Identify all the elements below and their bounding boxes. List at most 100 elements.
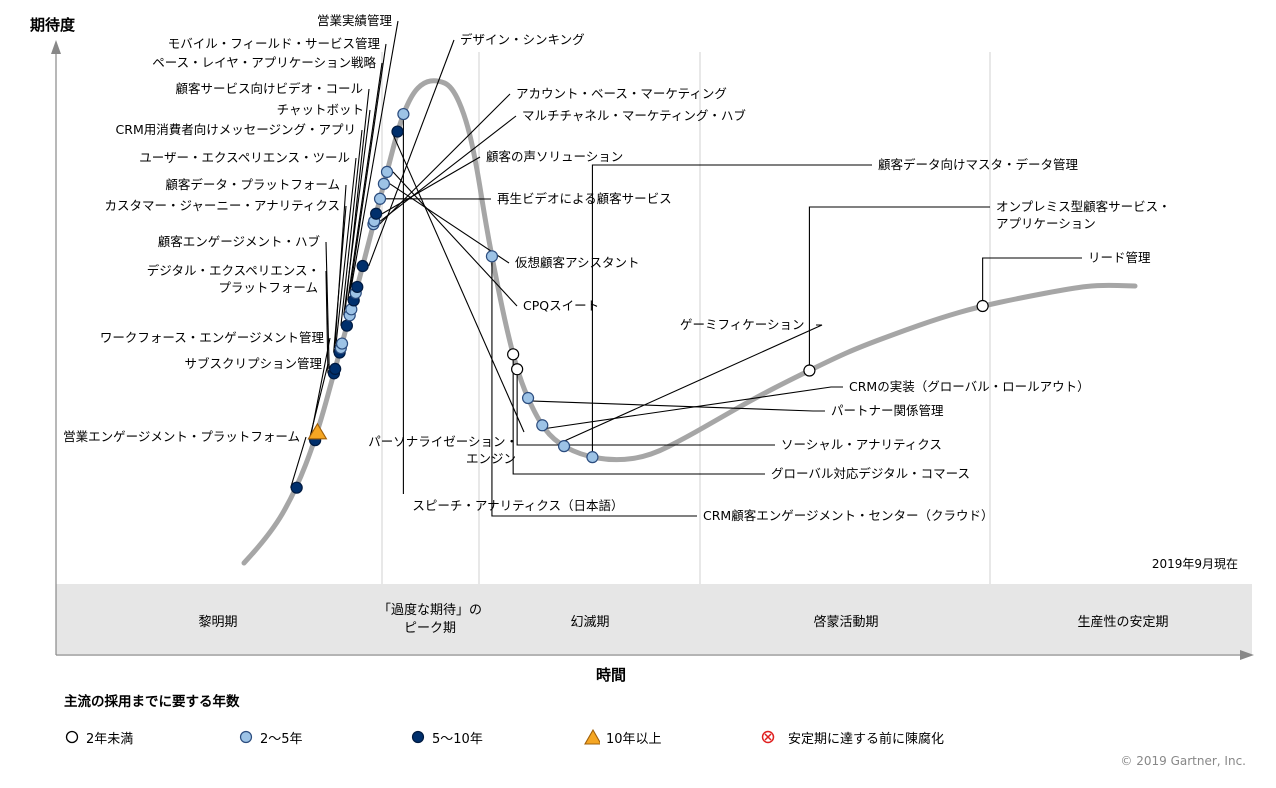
technology-label: リード管理	[1088, 250, 1151, 265]
technology-label: 顧客データ・プラットフォーム	[165, 177, 340, 192]
technology-label: パートナー関係管理	[831, 403, 944, 418]
leader-line	[563, 324, 823, 442]
phase-label: 生産性の安定期	[1077, 614, 1168, 630]
technology-marker	[290, 481, 303, 494]
leader-line	[340, 129, 363, 326]
technology-marker	[976, 299, 989, 313]
technology-marker	[329, 362, 342, 376]
technology-marker	[351, 280, 364, 294]
leader-line	[491, 262, 697, 517]
leader-line	[349, 43, 387, 294]
light-blue-circle-icon	[239, 730, 253, 744]
technology-label: サブスクリプション管理	[184, 356, 322, 371]
y-axis-label: 期待度	[30, 16, 76, 34]
leader-line	[533, 400, 825, 412]
technology-label: CRMの実装（グローバル・ロールアウト）	[849, 379, 1090, 394]
open-circle-icon	[65, 730, 79, 744]
technology-marker	[340, 319, 353, 332]
legend-label-5to10: 5～10年	[432, 731, 483, 747]
technology-label: オンプレミス型顧客サービス・	[996, 199, 1171, 214]
technology-label: 顧客の声ソリューション	[486, 149, 623, 164]
technology-label: ワークフォース・エンゲージメント管理	[100, 330, 325, 345]
technology-label: CRM顧客エンゲージメント・センター（クラウド）	[703, 508, 993, 523]
orange-triangle-icon	[584, 729, 600, 745]
leader-line	[368, 39, 455, 267]
legend-item-gt10: 10年以上	[584, 728, 662, 747]
technology-marker	[521, 391, 535, 405]
leader-line	[982, 257, 1082, 301]
leader-line	[389, 183, 510, 264]
legend: 主流の採用までに要する年数 2年未満 2～5年 5～10年 10年以上 安定期に…	[64, 686, 1064, 756]
leader-line	[516, 375, 775, 446]
leader-line	[325, 270, 329, 374]
technology-marker	[557, 440, 571, 453]
technology-marker	[307, 422, 328, 440]
legend-item-lt2: 2年未満	[64, 728, 134, 747]
legend-label-lt2: 2年未満	[86, 731, 134, 747]
leader-line	[392, 135, 525, 433]
technology-marker	[391, 125, 404, 138]
technology-label: 営業実績管理	[317, 13, 393, 28]
leader-line	[379, 115, 517, 222]
technology-marker	[803, 364, 816, 377]
legend-label-obsolete: 安定期に達する前に陳腐化	[788, 731, 945, 747]
legend-item-5to10: 5～10年	[410, 728, 483, 747]
technology-marker	[397, 107, 410, 121]
x-axis-label: 時間	[596, 666, 626, 684]
technology-marker	[485, 250, 499, 263]
leader-line	[512, 360, 765, 475]
phase-label: 幻滅期	[570, 615, 609, 630]
technology-label: 再生ビデオによる顧客サービス	[497, 191, 672, 206]
technology-label: ユーザー・エクスペリエンス・ツール	[139, 150, 350, 165]
technology-label: デジタル・エクスペリエンス・	[147, 263, 320, 278]
technology-marker	[380, 165, 394, 178]
legend-label-2to5: 2～5年	[260, 731, 303, 747]
technology-label: アカウント・ベース・マーケティング	[516, 86, 727, 101]
y-axis-arrow	[51, 40, 61, 54]
technology-label: チャットボット	[277, 102, 364, 117]
technology-label: CPQスイート	[523, 298, 599, 313]
phase-label: 黎明期	[198, 615, 237, 630]
technology-marker	[373, 192, 387, 205]
legend-item-obsolete: 安定期に達する前に陳腐化	[760, 728, 945, 747]
technology-label: プラットフォーム	[218, 280, 318, 295]
technology-label: マルチチャネル・マーケティング・ハブ	[522, 108, 746, 123]
technology-marker	[370, 207, 383, 220]
legend-title: 主流の採用までに要する年数	[64, 694, 240, 710]
leader-line	[344, 88, 370, 310]
phase-label: 啓蒙活動期	[813, 615, 878, 630]
x-axis-arrow	[1240, 650, 1254, 660]
technology-label: 営業エンゲージメント・プラットフォーム	[63, 429, 300, 444]
technology-labels: 営業エンゲージメント・プラットフォーム サブスクリプション管理 ワークフォース・エン…	[63, 13, 1171, 523]
technology-label: CRM用消費者向けメッセージング・アプリ	[116, 122, 356, 137]
technology-marker	[511, 363, 524, 376]
technology-label: ペース・レイヤ・アプリケーション戦略	[152, 55, 376, 70]
legend-label-gt10: 10年以上	[606, 731, 662, 747]
leader-line	[310, 337, 331, 433]
legend-item-2to5: 2～5年	[238, 728, 303, 747]
technology-label: グローバル対応デジタル・コマース	[771, 466, 970, 481]
technology-label: アプリケーション	[996, 216, 1096, 231]
technology-label: カスタマー・ジャーニー・アナリティクス	[104, 198, 340, 213]
technology-marker	[377, 177, 390, 190]
leader-line	[347, 62, 383, 301]
copyright: © 2019 Gartner, Inc.	[1120, 754, 1246, 768]
dark-blue-circle-icon	[411, 730, 425, 744]
leader-line	[290, 436, 307, 488]
phase-label: 「過度な期待」の	[378, 602, 482, 618]
leader-line	[808, 206, 990, 365]
technology-marker	[356, 259, 369, 273]
leader-line	[325, 241, 330, 369]
leader-line	[392, 171, 518, 307]
technology-label: 顧客データ向けマスタ・データ管理	[878, 157, 1079, 172]
crossed-circle-icon	[761, 730, 775, 744]
leader-line	[335, 157, 357, 344]
technology-label: ゲーミフィケーション	[680, 317, 805, 332]
technology-label: エンジン	[466, 451, 516, 466]
leader-line	[381, 156, 481, 215]
phase-label: ピーク期	[404, 621, 456, 636]
label-leaders	[290, 20, 1082, 517]
leader-line	[591, 164, 872, 452]
